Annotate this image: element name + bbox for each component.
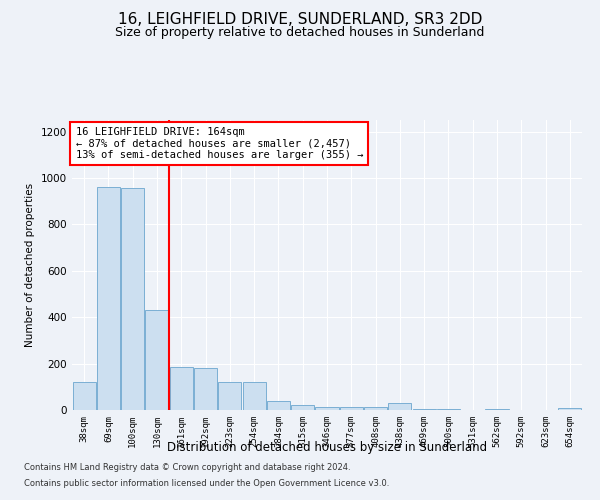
Text: 16 LEIGHFIELD DRIVE: 164sqm
← 87% of detached houses are smaller (2,457)
13% of : 16 LEIGHFIELD DRIVE: 164sqm ← 87% of det… <box>76 127 363 160</box>
Text: 16, LEIGHFIELD DRIVE, SUNDERLAND, SR3 2DD: 16, LEIGHFIELD DRIVE, SUNDERLAND, SR3 2D… <box>118 12 482 28</box>
Bar <box>316 406 338 410</box>
Bar <box>437 409 460 410</box>
Bar <box>218 382 241 410</box>
Y-axis label: Number of detached properties: Number of detached properties <box>25 183 35 347</box>
Text: Contains HM Land Registry data © Crown copyright and database right 2024.: Contains HM Land Registry data © Crown c… <box>24 464 350 472</box>
Bar <box>413 409 436 410</box>
Text: Distribution of detached houses by size in Sunderland: Distribution of detached houses by size … <box>167 441 487 454</box>
Bar <box>388 403 412 410</box>
Bar <box>559 408 581 410</box>
Bar <box>340 406 363 410</box>
Bar <box>364 406 387 410</box>
Text: Contains public sector information licensed under the Open Government Licence v3: Contains public sector information licen… <box>24 478 389 488</box>
Bar <box>97 188 120 410</box>
Bar <box>121 188 144 410</box>
Bar <box>291 406 314 410</box>
Bar <box>145 310 169 410</box>
Bar <box>194 368 217 410</box>
Bar <box>485 409 509 410</box>
Bar <box>267 400 290 410</box>
Bar <box>170 367 193 410</box>
Text: Size of property relative to detached houses in Sunderland: Size of property relative to detached ho… <box>115 26 485 39</box>
Bar <box>73 382 95 410</box>
Bar <box>242 382 266 410</box>
